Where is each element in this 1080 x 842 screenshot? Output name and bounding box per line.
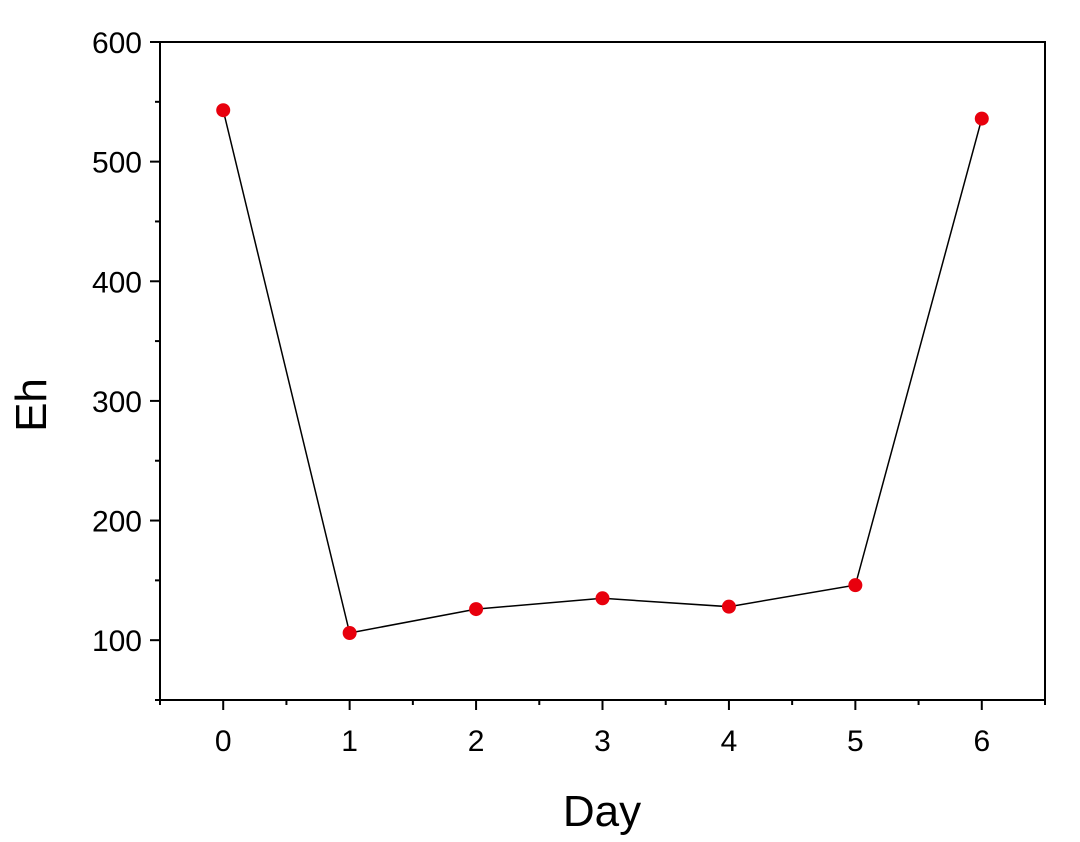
y-tick-label: 600 [92,27,142,60]
data-point [848,578,863,593]
x-axis-title: Day [563,787,641,836]
series-line [222,110,983,634]
x-tick-label: 5 [847,725,864,758]
y-tick-label: 100 [92,625,142,658]
x-axis: 0 1 2 3 4 5 6 [159,700,1046,758]
y-tick-label: 500 [92,147,142,180]
x-tick-label: 0 [215,725,232,758]
x-tick-label: 4 [721,725,738,758]
data-point [974,111,989,126]
x-tick-label: 1 [341,725,358,758]
x-tick-label: 2 [468,725,485,758]
y-axis-title: Eh [7,378,56,432]
x-tick-label: 6 [973,725,990,758]
x-tick-label: 3 [594,725,611,758]
data-point [342,626,357,641]
y-tick-label: 200 [92,506,142,539]
y-axis: 100 200 300 400 500 600 [92,27,160,701]
series-layer [216,103,989,641]
data-point [721,599,736,614]
y-tick-label: 300 [92,386,142,419]
y-tick-label: 400 [92,266,142,299]
data-point [595,591,610,606]
data-point [469,602,484,617]
data-point [216,103,231,118]
